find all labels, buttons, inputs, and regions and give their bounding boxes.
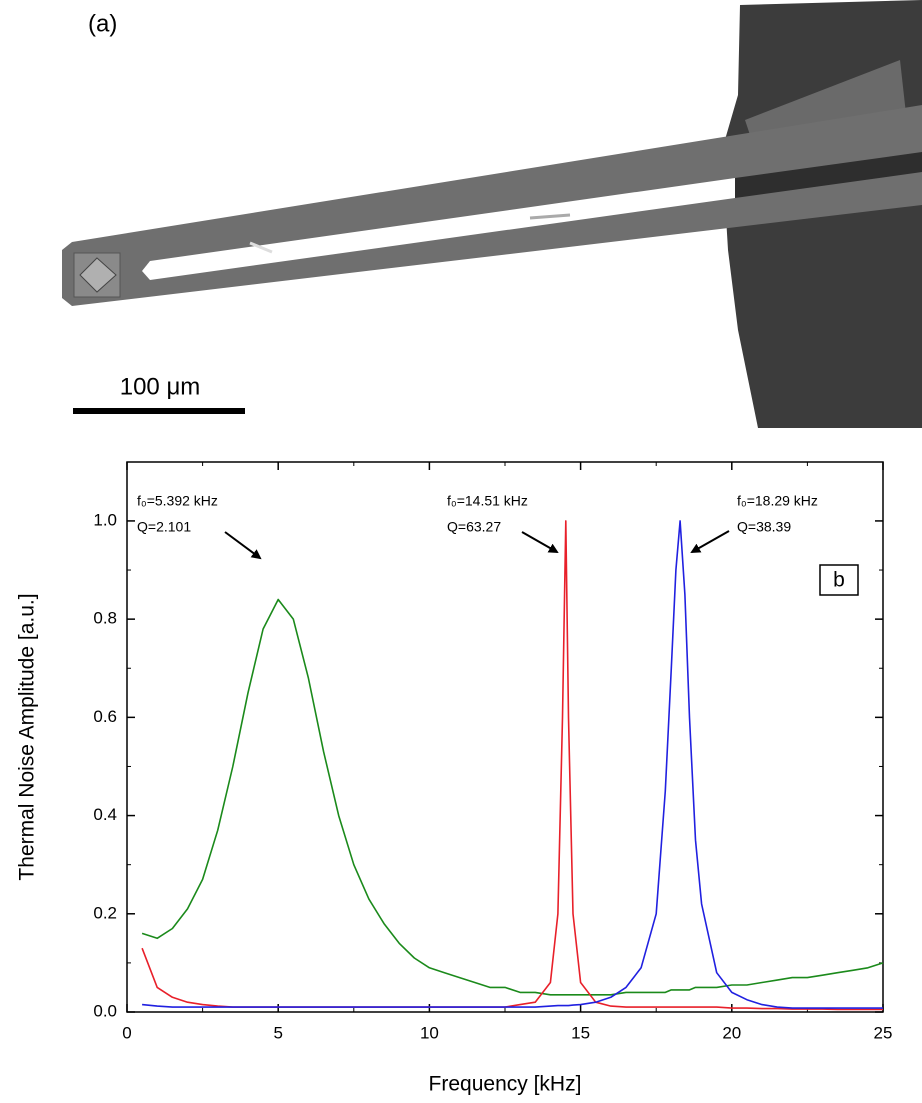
sem-image <box>62 0 922 428</box>
spectrum-line <box>141 598 884 996</box>
x-tick-label: 0 <box>122 1023 131 1042</box>
cantilever-slot <box>142 178 735 280</box>
annotation-arrow <box>224 531 262 560</box>
annotation-arrow <box>690 530 730 553</box>
y-tick-label: 0.2 <box>93 903 117 922</box>
y-tick-label: 1.0 <box>93 510 117 529</box>
spectrum-line <box>141 520 883 1011</box>
annotation-frequency: f₀=18.29 kHz <box>737 493 818 509</box>
debris <box>529 213 571 220</box>
x-tick-label: 10 <box>420 1023 439 1042</box>
slot-over-chip <box>735 152 922 198</box>
x-tick-label: 15 <box>571 1023 590 1042</box>
annotation-frequency: f₀=5.392 kHz <box>137 493 218 509</box>
panel-label: b <box>833 569 845 592</box>
x-axis-title: Frequency [kHz] <box>429 1073 582 1096</box>
annotation-q: Q=38.39 <box>737 519 791 535</box>
annotation-q: Q=2.101 <box>137 519 191 535</box>
annotation-frequency: f₀=14.51 kHz <box>447 493 528 509</box>
x-tick-label: 20 <box>722 1023 741 1042</box>
annotation-arrow <box>521 531 559 553</box>
y-tick-label: 0.4 <box>93 805 117 824</box>
scale-bar-label: 100 μm <box>120 373 201 400</box>
annotation-q: Q=63.27 <box>447 519 501 535</box>
y-tick-label: 0.8 <box>93 609 117 628</box>
panel-label: (a) <box>88 10 117 37</box>
debris <box>249 241 273 254</box>
y-tick-label: 0.6 <box>93 707 117 726</box>
x-tick-label: 5 <box>273 1023 282 1042</box>
spectrum-line <box>142 520 883 1009</box>
y-tick-label: 0.0 <box>93 1001 117 1020</box>
x-tick-label: 25 <box>874 1023 893 1042</box>
panel-label-box <box>819 564 859 596</box>
y-axis-title: Thermal Noise Amplitude [a.u.] <box>16 593 39 880</box>
tip-pyramid <box>79 257 117 293</box>
